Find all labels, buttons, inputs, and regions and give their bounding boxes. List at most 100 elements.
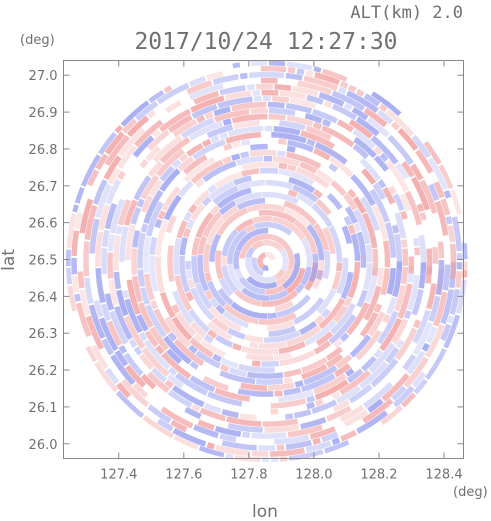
range-bin [244, 224, 256, 234]
range-bin [283, 268, 293, 280]
range-bin [123, 199, 138, 226]
range-bin [222, 143, 233, 152]
range-bin [267, 319, 295, 331]
range-bin [353, 222, 362, 233]
range-bin [88, 304, 106, 340]
range-bin [276, 444, 285, 451]
range-bin [79, 289, 91, 316]
range-bin [190, 287, 215, 321]
range-bin [118, 127, 146, 157]
range-bin [216, 207, 249, 236]
range-bin [136, 314, 149, 332]
range-bin [362, 398, 394, 424]
range-bin [167, 245, 175, 282]
range-bin [203, 243, 212, 273]
range-bin [306, 94, 324, 105]
range-bin [192, 424, 219, 439]
range-bin [274, 300, 294, 313]
range-bin [283, 368, 302, 378]
range-bin [212, 353, 222, 363]
range-bin [214, 387, 250, 402]
range-bin [188, 203, 198, 214]
range-bin [278, 341, 306, 355]
range-bin [163, 84, 173, 94]
range-bin [116, 289, 129, 317]
radar-field [65, 60, 468, 463]
range-bin [299, 321, 318, 336]
range-bin [221, 205, 239, 222]
range-bin [451, 216, 462, 252]
range-bin [400, 210, 408, 220]
range-bin [151, 367, 167, 383]
range-bin [225, 131, 261, 144]
range-bin [410, 163, 424, 181]
range-bin [213, 106, 231, 117]
range-bin [294, 283, 305, 294]
range-bin [241, 168, 260, 177]
range-bin [231, 153, 241, 161]
range-bin [283, 387, 302, 396]
range-bin [258, 445, 276, 451]
range-bin [305, 125, 332, 141]
range-bin [132, 275, 143, 303]
range-bin [271, 234, 295, 270]
range-bin [65, 249, 72, 267]
range-bin [445, 216, 453, 225]
range-bin [171, 304, 181, 314]
range-bin [268, 382, 295, 391]
range-bin [203, 334, 214, 344]
range-bin [175, 372, 209, 396]
range-bin [165, 214, 177, 234]
y-tick-label: 26.1 [29, 401, 58, 416]
range-bin [348, 384, 373, 404]
range-bin [132, 382, 149, 399]
range-bin [171, 385, 205, 408]
range-bin [256, 83, 273, 90]
range-bin [274, 434, 310, 445]
range-bin [217, 96, 253, 109]
range-bin [97, 131, 117, 156]
range-bin [294, 380, 304, 388]
range-bin [79, 198, 94, 234]
range-bin [399, 193, 412, 212]
x-unit-label: (deg) [453, 485, 488, 500]
range-bin [74, 212, 83, 230]
range-bin [339, 369, 372, 396]
range-bin [177, 156, 195, 172]
range-bin [325, 353, 344, 369]
range-bin [419, 212, 427, 221]
range-bin [301, 237, 313, 267]
range-bin [222, 118, 232, 126]
range-bin [202, 160, 237, 183]
range-bin [277, 150, 286, 157]
range-bin [321, 308, 331, 319]
range-bin [274, 268, 286, 280]
range-bin [252, 215, 273, 224]
range-bin [158, 108, 192, 133]
range-bin [275, 276, 287, 287]
range-bin [406, 350, 426, 375]
range-bin [195, 212, 214, 239]
range-bin [163, 194, 182, 221]
range-bin [276, 294, 312, 318]
range-bin [125, 224, 136, 261]
range-bin [346, 90, 379, 113]
range-bin [190, 159, 224, 184]
range-bin [440, 289, 455, 325]
range-bin [369, 188, 390, 223]
range-bin [237, 179, 265, 191]
range-bin [100, 303, 112, 321]
range-bin [156, 82, 190, 105]
range-bin [449, 189, 463, 215]
range-bin [287, 424, 323, 438]
range-bin [195, 178, 205, 188]
range-bin [104, 134, 130, 167]
range-bin [265, 284, 285, 295]
range-bin [123, 315, 146, 350]
range-bin [312, 121, 323, 130]
range-bin [177, 180, 194, 198]
range-bin [395, 339, 405, 349]
range-bin [278, 138, 287, 145]
range-bin [336, 119, 355, 133]
range-bin [249, 149, 277, 157]
